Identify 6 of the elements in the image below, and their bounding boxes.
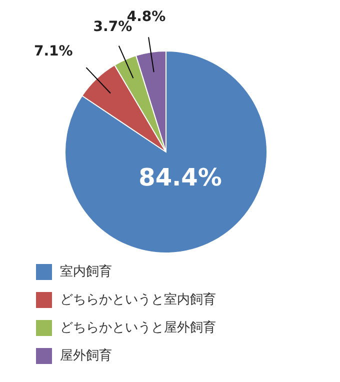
legend-label: どちらかというと室内飼育 <box>60 292 216 308</box>
data-label: 84.4% <box>138 163 222 192</box>
legend-label: 屋外飼育 <box>60 348 112 364</box>
legend-label: 室内飼育 <box>60 264 112 280</box>
data-label: 7.1% <box>34 43 73 60</box>
legend-label: どちらかというと屋外飼育 <box>60 320 216 336</box>
